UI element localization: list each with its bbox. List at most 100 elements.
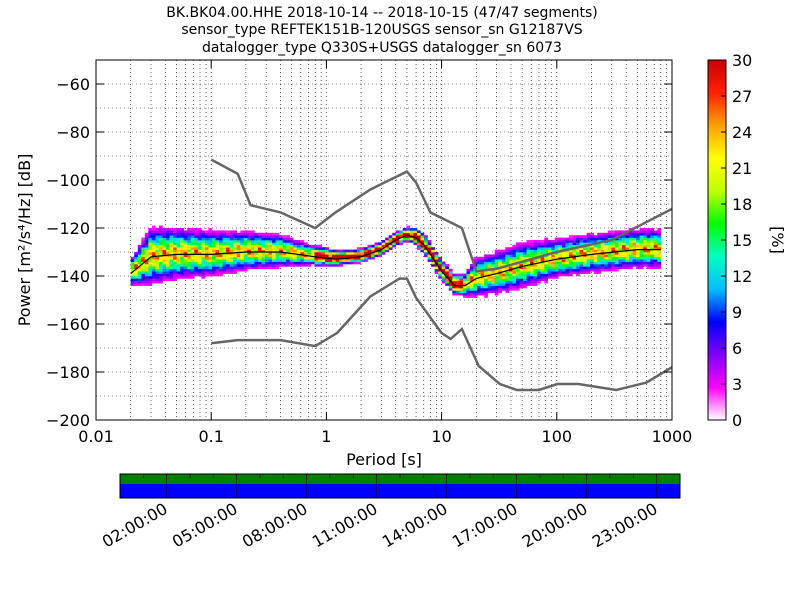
heatmap-cell: [211, 237, 216, 241]
heatmap-cell: [215, 256, 220, 260]
heatmap-cell: [636, 249, 640, 253]
heatmap-cell: [424, 252, 428, 255]
heatmap-cell: [282, 242, 287, 246]
heatmap-cell: [300, 242, 305, 246]
heatmap-cell: [190, 273, 195, 277]
heatmap-cell: [455, 290, 460, 294]
heatmap-cell: [279, 237, 283, 241]
heatmap-cell: [328, 249, 333, 253]
heatmap-cell: [505, 278, 510, 282]
heatmap-cell: [247, 266, 252, 270]
heatmap-cell: [438, 266, 443, 270]
heatmap-cell: [158, 264, 163, 267]
heatmap-cell: [491, 259, 496, 262]
heatmap-cell: [257, 256, 262, 260]
heatmap-cell: [134, 264, 139, 267]
heatmap-cell: [395, 232, 400, 236]
heatmap-cell: [639, 247, 644, 250]
heatmap-cell: [293, 252, 298, 255]
heatmap-cell: [568, 240, 573, 243]
heatmap-cell: [296, 259, 301, 262]
heatmap-cell: [505, 256, 510, 260]
heatmap-cell: [477, 285, 481, 289]
heatmap-cell: [169, 259, 174, 262]
heatmap-cell: [547, 273, 552, 277]
heatmap-cell: [565, 261, 570, 265]
heatmap-cell: [166, 230, 170, 234]
heatmap-cell: [526, 283, 531, 286]
heatmap-cell: [353, 254, 358, 258]
heatmap-cell: [339, 249, 344, 253]
heatmap-cell: [226, 235, 230, 238]
heatmap-cell: [512, 244, 517, 248]
heatmap-cell: [445, 278, 450, 282]
heatmap-cell: [519, 247, 524, 250]
heatmap-cell: [452, 273, 457, 277]
heatmap-cell: [254, 264, 259, 267]
heatmap-cell: [657, 259, 662, 262]
heatmap-cell: [257, 235, 262, 238]
heatmap-cell: [427, 242, 432, 246]
heatmap-cell: [166, 264, 170, 267]
heatmap-cell: [183, 273, 188, 277]
heatmap-cell: [427, 244, 432, 248]
heatmap-cell: [572, 237, 577, 241]
heatmap-cell: [526, 280, 531, 284]
heatmap-cell: [194, 261, 199, 265]
heatmap-cell: [254, 252, 259, 255]
heatmap-cell: [137, 259, 142, 262]
heatmap-cell: [367, 249, 372, 253]
heatmap-cell: [211, 230, 216, 234]
heatmap-cell: [551, 273, 556, 277]
heatmap-cell: [332, 264, 336, 267]
heatmap-cell: [371, 249, 375, 253]
heatmap-cell: [219, 244, 223, 248]
heatmap-cell: [484, 288, 488, 291]
heatmap-cell: [420, 232, 425, 236]
heatmap-cell: [264, 256, 269, 260]
heatmap-cell: [261, 240, 266, 243]
heatmap-cell: [137, 244, 142, 248]
heatmap-cell: [576, 240, 580, 243]
heatmap-cell: [169, 230, 174, 234]
heatmap-cell: [625, 252, 630, 255]
heatmap-cell: [176, 232, 181, 236]
heatmap-cell: [144, 249, 149, 253]
heatmap-cell: [540, 273, 545, 277]
heatmap-cell: [194, 247, 199, 250]
heatmap-cell: [565, 259, 570, 262]
heatmap-cell: [604, 244, 609, 248]
heatmap-cell: [197, 273, 202, 277]
heatmap-cell: [282, 247, 287, 250]
heatmap-cell: [636, 230, 640, 234]
heatmap-cell: [568, 252, 573, 255]
heatmap-cell: [261, 237, 266, 241]
heatmap-cell: [480, 290, 485, 294]
heatmap-cell: [222, 268, 227, 272]
heatmap-cell: [194, 232, 199, 236]
heatmap-cell: [243, 252, 248, 255]
heatmap-cell: [190, 268, 195, 272]
heatmap-cell: [424, 254, 428, 258]
heatmap-cell: [593, 261, 598, 265]
heatmap-cell: [226, 264, 230, 267]
colorbar-tick-label: 0: [732, 411, 742, 430]
heatmap-cell: [173, 273, 177, 277]
heatmap-cell: [568, 242, 573, 246]
heatmap-cell: [561, 247, 566, 250]
heatmap-cell: [360, 249, 365, 253]
heatmap-cell: [491, 288, 496, 291]
heatmap-cell: [646, 266, 651, 270]
heatmap-cell: [254, 266, 259, 270]
heatmap-cell: [473, 259, 478, 262]
heatmap-cell: [576, 235, 580, 238]
heatmap-cell: [332, 256, 336, 260]
heatmap-cell: [264, 240, 269, 243]
heatmap-cell: [229, 266, 234, 270]
heatmap-cell: [498, 268, 503, 272]
heatmap-cell: [264, 252, 269, 255]
heatmap-cell: [487, 256, 492, 260]
heatmap-cell: [254, 261, 259, 265]
heatmap-cell: [180, 237, 184, 241]
heatmap-cell: [604, 235, 609, 238]
